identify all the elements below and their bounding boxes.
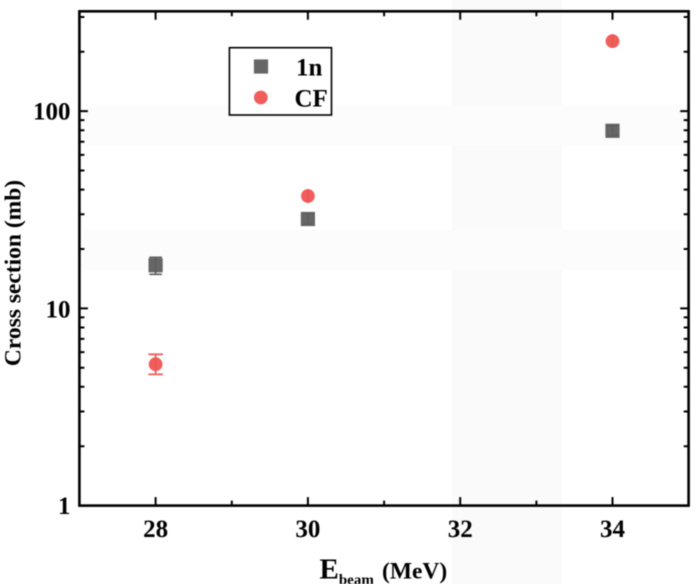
svg-text:1: 1: [58, 493, 71, 520]
svg-text:32: 32: [448, 516, 473, 543]
svg-text:100: 100: [33, 99, 71, 126]
svg-text:Ebeam(MeV): Ebeam (MeV): [320, 553, 448, 584]
svg-text:CF: CF: [295, 85, 328, 112]
svg-text:10: 10: [46, 297, 71, 324]
svg-text:Cross section (mb): Cross section (mb): [1, 180, 27, 366]
svg-text:34: 34: [600, 516, 626, 543]
svg-text:1n: 1n: [296, 54, 323, 81]
svg-text:28: 28: [143, 516, 168, 543]
svg-text:30: 30: [295, 516, 320, 543]
